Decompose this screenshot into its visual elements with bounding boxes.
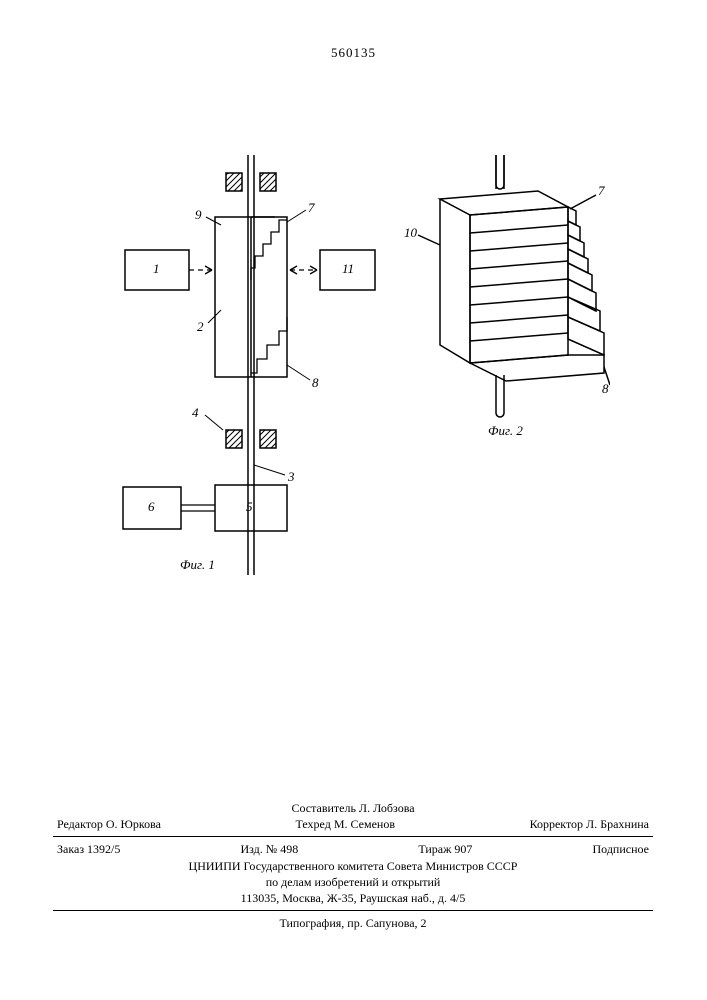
colophon: Составитель Л. Лобзова Редактор О. Юрков… [53, 800, 653, 931]
f2-label-7: 7 [598, 183, 605, 199]
label-6: 6 [148, 499, 155, 515]
tech: Техред М. Семенов [296, 816, 395, 832]
org2: по делам изобретений и открытий [53, 874, 653, 890]
typography: Типография, пр. Сапунова, 2 [53, 915, 653, 931]
order: Заказ 1392/5 [57, 841, 120, 857]
label-11: 11 [342, 261, 354, 277]
izd: Изд. № 498 [240, 841, 298, 857]
label-7: 7 [308, 200, 315, 216]
figure-2: 10 7 8 Фиг. 2 [410, 155, 610, 455]
patent-page: 560135 [0, 0, 707, 1000]
label-2: 2 [197, 319, 204, 335]
fig1-caption: Фиг. 1 [180, 557, 215, 573]
fig2-caption: Фиг. 2 [488, 423, 523, 439]
f2-label-10: 10 [404, 225, 417, 241]
label-3: 3 [288, 469, 295, 485]
f2-label-8: 8 [602, 381, 609, 397]
label-1: 1 [153, 261, 160, 277]
addr: 113035, Москва, Ж-35, Раушская наб., д. … [53, 890, 653, 906]
label-4: 4 [192, 405, 199, 421]
rule-1 [53, 836, 653, 837]
credits-row: Редактор О. Юркова Техред М. Семенов Кор… [53, 816, 653, 832]
editor: Редактор О. Юркова [57, 816, 161, 832]
tira: Тираж 907 [418, 841, 472, 857]
doc-number: 560135 [0, 45, 707, 61]
sub: Подписное [593, 841, 650, 857]
org1: ЦНИИПИ Государственного комитета Совета … [53, 858, 653, 874]
label-8: 8 [312, 375, 319, 391]
print-row: Заказ 1392/5 Изд. № 498 Тираж 907 Подпис… [53, 841, 653, 857]
figure-1: 1 2 3 4 5 6 7 8 9 11 Фиг. 1 [120, 155, 380, 575]
corrector: Корректор Л. Брахнина [530, 816, 649, 832]
label-5: 5 [246, 499, 253, 515]
rule-2 [53, 910, 653, 911]
compiler-line: Составитель Л. Лобзова [53, 800, 653, 816]
label-9: 9 [195, 207, 202, 223]
